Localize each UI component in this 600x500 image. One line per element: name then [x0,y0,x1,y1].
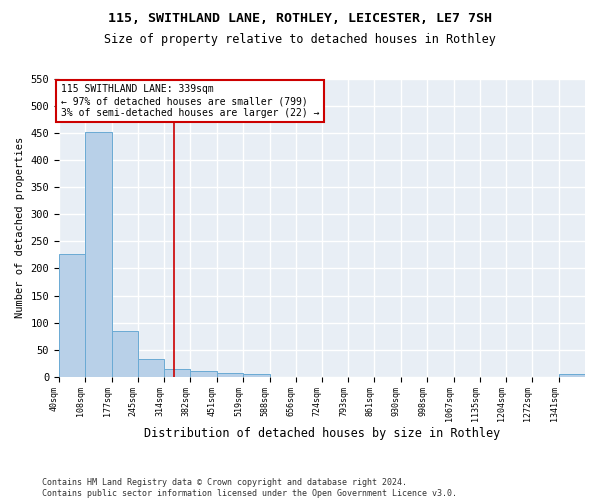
Bar [243,374,269,376]
Text: 115 SWITHLAND LANE: 339sqm
← 97% of detached houses are smaller (799)
3% of semi: 115 SWITHLAND LANE: 339sqm ← 97% of deta… [61,84,319,117]
Bar [164,369,190,376]
Text: 115, SWITHLAND LANE, ROTHLEY, LEICESTER, LE7 7SH: 115, SWITHLAND LANE, ROTHLEY, LEICESTER,… [108,12,492,26]
Y-axis label: Number of detached properties: Number of detached properties [15,137,25,318]
Bar [138,359,164,376]
X-axis label: Distribution of detached houses by size in Rothley: Distribution of detached houses by size … [144,427,500,440]
Bar [85,132,112,376]
Text: Size of property relative to detached houses in Rothley: Size of property relative to detached ho… [104,32,496,46]
Bar [59,254,85,376]
Bar [217,373,243,376]
Bar [190,371,217,376]
Bar [559,374,585,376]
Text: Contains HM Land Registry data © Crown copyright and database right 2024.
Contai: Contains HM Land Registry data © Crown c… [42,478,457,498]
Bar [112,332,138,376]
